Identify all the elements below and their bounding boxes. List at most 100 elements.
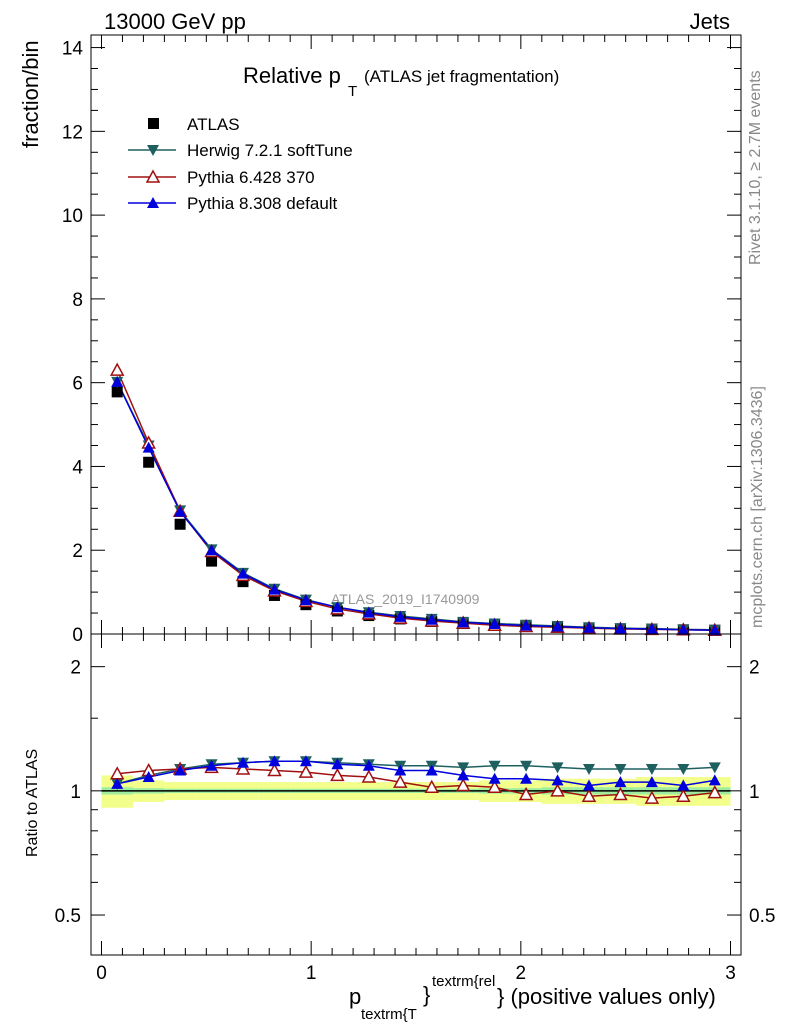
ratio-point-pythia8 [677,779,690,791]
ratio-point-herwig [582,763,595,775]
main-point-pythia8 [237,567,250,579]
main-point-pythia6 [109,362,125,376]
ratio-point-pythia6 [581,788,597,803]
ratio-y-tick-label-right: 2 [749,658,760,679]
main-point-pythia8 [142,441,155,453]
ratio-point-pythia8 [268,755,281,767]
ratio-y-tick-label-right: 0.5 [749,906,775,927]
y-tick-label: 8 [72,290,83,311]
x-axis-title: p textrm{T } textrm{rel } (positive valu… [349,973,716,1023]
ratio-point-pythia6 [487,779,502,794]
main-point-pythia8 [582,621,595,633]
main-point-atlas [143,456,155,468]
ratio-y-tick-label: 1 [70,782,81,803]
y-axis-title-main: fraction/bin [18,40,43,148]
legend-marker-atlas [148,118,159,129]
ratio-point-pythia8 [394,764,407,776]
main-point-pythia8 [111,375,124,387]
x-tick-label: 2 [516,963,527,984]
main-point-pythia8 [362,606,375,618]
main-point-pythia8 [708,624,721,636]
legend-marker-herwig [147,145,159,156]
ratio-panel: 0 1 2 3 0.5 0.5 1 1 2 2 [55,633,775,984]
ratio-point-herwig [488,760,501,772]
ratio-point-herwig [708,762,721,774]
ratio-point-pythia8 [142,771,155,783]
main-point-atlas [206,555,218,567]
ratio-y-tick-label: 2 [70,658,81,679]
ratio-point-pythia8 [237,756,250,768]
ratio-point-pythia6 [455,777,471,792]
ratio-point-pythia8 [111,777,124,789]
ratio-point-pythia8 [425,764,438,776]
y-tick-label: 6 [72,374,83,395]
legend-item-atlas: ATLAS [148,115,240,134]
x-tick-label: 1 [306,963,317,984]
y-axis-title-ratio: Ratio to ATLAS [24,749,41,857]
legend-item-herwig: Herwig 7.2.1 softTune [128,141,353,160]
ratio-point-pythia6 [644,790,660,804]
ratio-point-pythia6 [267,762,282,777]
y-tick-label: 2 [72,541,83,562]
main-point-pythia8 [645,622,658,634]
x-tick-label: 3 [725,963,736,984]
legend-label-pythia8: Pythia 8.308 default [187,194,338,213]
ratio-point-pythia6 [613,786,628,801]
ratio-point-herwig [614,763,627,775]
main-point-pythia8 [520,619,533,631]
main-point-atlas [174,518,186,530]
ratio-point-pythia8 [645,776,658,788]
x-axis-title-p: p [349,984,361,1009]
ratio-point-pythia6 [550,783,565,797]
x-axis-title-suffix: } (positive values only) [497,984,716,1009]
ratio-point-pythia6 [235,761,251,775]
x-axis-title-brace: } [423,982,430,1007]
ratio-point-herwig [520,760,533,772]
header-energy: 13000 GeV pp [104,9,246,34]
main-point-pythia8 [488,617,501,629]
ratio-point-pythia8 [488,772,501,784]
ratio-point-pythia6 [393,774,408,788]
ratio-point-pythia6 [424,779,439,794]
x-axis-title-superscript: textrm{rel [432,973,495,990]
ratio-point-pythia8 [331,758,344,770]
main-point-pythia8 [331,601,344,613]
main-point-pythia8 [394,610,407,622]
main-point-pythia8 [268,583,281,595]
y-tick-label: 4 [72,457,83,478]
ratio-point-pythia8 [174,764,187,776]
ratio-point-pythia6 [707,785,723,799]
plot-title-main: Relative p [243,63,341,88]
ratio-point-pythia8 [582,779,595,791]
main-point-pythia8 [614,622,627,634]
ratio-point-pythia8 [205,759,218,771]
legend-label-atlas: ATLAS [187,115,240,134]
main-point-atlas [237,576,249,588]
rivet-label: Rivet 3.1.10, ≥ 2.7M events [747,70,764,265]
ratio-point-pythia8 [457,769,470,781]
main-panel: 0 2 4 6 8 10 12 14 [62,34,742,646]
legend-item-pythia6: Pythia 6.428 370 [128,168,315,187]
header-process: Jets [690,9,730,34]
x-tick-label: 0 [96,963,107,984]
y-tick-label: 10 [62,206,83,227]
ratio-point-herwig [645,763,658,775]
plot-title-suffix: (ATLAS jet fragmentation) [364,67,559,86]
y-tick-label: 14 [62,39,84,60]
x-axis-title-subscript: textrm{T [361,1006,417,1023]
analysis-watermark: ATLAS_2019_I1740909 [331,591,480,607]
ratio-point-pythia8 [520,772,533,784]
y-tick-label: 12 [62,122,83,143]
ratio-point-pythia6 [298,764,314,778]
y-tick-label: 0 [72,625,83,646]
ratio-point-pythia6 [518,786,534,801]
main-point-atlas [111,386,123,398]
mcplots-label: mcplots.cern.ch [arXiv:1306.3436] [749,386,766,628]
main-point-pythia8 [677,623,690,635]
ratio-point-pythia8 [708,774,721,786]
legend-marker-pythia6 [145,169,161,183]
ratio-point-pythia6 [330,767,345,782]
main-point-pythia8 [205,544,218,556]
